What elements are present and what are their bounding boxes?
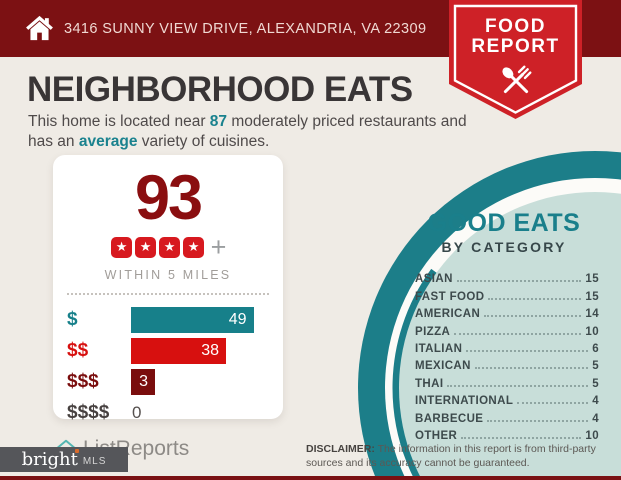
- subtitle-text: moderately priced restaurants and has an: [28, 113, 467, 151]
- category-label: BARBECUE: [415, 412, 484, 425]
- category-count: 15: [585, 290, 599, 303]
- radius-label: WITHIN 5 MILES: [104, 268, 232, 283]
- category-label: AMERICAN: [415, 308, 481, 321]
- category-label: ITALIAN: [415, 342, 463, 355]
- subtitle-text: This home is located near: [28, 113, 210, 130]
- badge-title-line1: FOOD: [485, 16, 546, 37]
- crossed-utensils-icon: [502, 65, 532, 94]
- mls-wordmark: MLS: [82, 456, 107, 467]
- category-count: 5: [592, 377, 599, 390]
- disclaimer-text: DISCLAIMER: The information in this repo…: [306, 443, 596, 469]
- score-card: 93 ★★★★ + WITHIN 5 MILES $ 49 49 $$ 38 3…: [53, 155, 283, 423]
- price-tier-bar: 49: [131, 307, 254, 334]
- bright-accent-dot: [74, 448, 79, 453]
- dotted-leader: [454, 332, 582, 335]
- star-icon: ★: [159, 237, 181, 259]
- price-tier-bar: 3: [131, 369, 155, 396]
- food-report-badge: FOOD REPORT: [449, 0, 582, 119]
- variety-highlight: average: [78, 133, 138, 151]
- category-label: ASIAN: [415, 273, 453, 286]
- food-score: 93: [134, 163, 203, 233]
- category-row: THAI 5: [415, 372, 599, 390]
- restaurant-count: 87: [209, 113, 228, 130]
- dotted-leader: [484, 315, 582, 318]
- price-tier-label: $$$$: [67, 402, 110, 424]
- category-row: MEXICAN 5: [415, 355, 599, 372]
- category-count: 10: [585, 325, 599, 338]
- bright-mls-logo: bright MLS: [0, 447, 128, 472]
- category-label: FAST FOOD: [415, 290, 485, 303]
- stars-container: ★ ★ ★ ★: [110, 237, 206, 259]
- category-count: 6: [592, 342, 599, 355]
- category-count: 5: [592, 360, 599, 373]
- dotted-divider: [67, 293, 269, 296]
- dotted-leader: [456, 280, 582, 283]
- category-row: FAST FOOD 15: [415, 285, 599, 303]
- category-count: 4: [592, 412, 599, 425]
- dotted-leader: [487, 419, 589, 422]
- price-tier-bar: 38: [131, 338, 226, 365]
- page-subtitle: This home is located near 87 moderately …: [28, 112, 473, 153]
- dotted-leader: [461, 436, 582, 439]
- category-row: AMERICAN 14: [415, 303, 599, 320]
- price-tier-row: $ 49 49: [67, 307, 269, 334]
- category-label: THAI: [415, 377, 444, 390]
- dotted-leader: [466, 349, 589, 352]
- category-row: BARBECUE 4: [415, 407, 599, 425]
- category-label: INTERNATIONAL: [415, 395, 514, 408]
- category-list: ASIAN 15 FAST FOOD 15 AMERICAN 14: [409, 268, 599, 442]
- bottom-red-strip: [0, 476, 621, 480]
- category-row: OTHER 10: [415, 425, 599, 442]
- category-label: MEXICAN: [415, 360, 471, 373]
- dotted-leader: [488, 297, 582, 300]
- category-count: 10: [585, 429, 599, 442]
- star-icon: ★: [111, 237, 133, 259]
- category-count: 14: [585, 308, 599, 321]
- category-row: INTERNATIONAL 4: [415, 390, 599, 407]
- category-label: OTHER: [415, 429, 458, 442]
- dotted-leader: [474, 367, 589, 370]
- price-tier-label: $$: [67, 340, 89, 362]
- price-tier-row: $$$ 3 3: [67, 369, 269, 396]
- page-title: NEIGHBORHOOD EATS: [27, 70, 413, 109]
- dotted-leader: [517, 402, 589, 405]
- price-tier-label: $: [67, 309, 78, 331]
- good-eats-subtitle: BY CATEGORY: [441, 239, 567, 255]
- star-icon: ★: [135, 237, 157, 259]
- star-icon: ★: [183, 237, 205, 259]
- category-count: 4: [592, 395, 599, 408]
- badge-title-line2: REPORT: [471, 36, 560, 57]
- property-address: 3416 SUNNY VIEW DRIVE, ALEXANDRIA, VA 22…: [64, 20, 427, 37]
- good-eats-title: GOOD EATS: [427, 209, 581, 237]
- disclaimer-label: DISCLAIMER:: [306, 443, 375, 455]
- category-row: PIZZA 10: [415, 320, 599, 338]
- price-tier-zero-value: 0: [132, 403, 142, 423]
- subtitle-text: variety of cuisines.: [137, 133, 270, 151]
- price-tier-row: $$$$ 0 0: [67, 400, 269, 426]
- category-row: ITALIAN 6: [415, 338, 599, 355]
- dotted-leader: [447, 384, 589, 387]
- price-tier-row: $$ 38 38: [67, 338, 269, 365]
- home-icon: [26, 15, 53, 41]
- star-rating: ★ ★ ★ ★ +: [67, 234, 269, 261]
- price-tier-label: $$$: [67, 371, 99, 393]
- category-row: ASIAN 15: [415, 268, 599, 285]
- good-eats-panel: GOOD EATS BY CATEGORY ASIAN 15 FAST FOOD…: [409, 209, 599, 442]
- bright-wordmark: bright: [21, 448, 79, 470]
- category-count: 15: [585, 273, 599, 286]
- price-bar-chart: $ 49 49 $$ 38 38 $$$ 3 3 $$$$: [67, 307, 269, 426]
- ribbon-shape: [449, 0, 582, 119]
- category-label: PIZZA: [415, 325, 451, 338]
- plus-sign: +: [210, 232, 227, 263]
